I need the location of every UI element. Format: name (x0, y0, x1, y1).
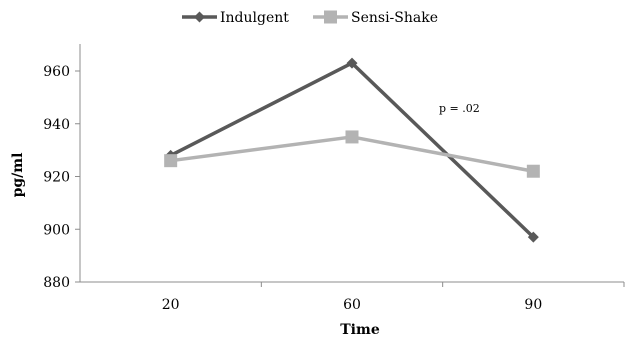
y-ticks: 880 900 920 940 960 (43, 64, 80, 291)
legend: Indulgent Sensi-Shake (182, 10, 438, 26)
x-tick-label: 60 (343, 297, 361, 313)
data-point-sensi-shake (526, 164, 540, 178)
y-tick-label: 940 (43, 117, 70, 133)
series (164, 57, 540, 243)
x-tick-label: 20 (162, 297, 180, 313)
legend-item-sensi-shake: Sensi-Shake (313, 10, 438, 26)
legend-marker (324, 10, 337, 24)
y-axis-title: pg/ml (10, 153, 26, 198)
legend-label: Sensi-Shake (351, 10, 438, 26)
x-tick-label: 90 (524, 297, 542, 313)
data-point-sensi-shake (164, 154, 178, 168)
y-tick-label: 960 (43, 64, 70, 80)
legend-label: Indulgent (220, 10, 289, 26)
x-ticks: 20 60 90 (162, 282, 625, 313)
x-axis-title: Time (340, 322, 380, 338)
series-indulgent (165, 57, 539, 243)
y-tick-label: 920 (43, 170, 70, 186)
data-point-sensi-shake (345, 130, 359, 144)
y-tick-label: 900 (43, 222, 70, 238)
series-line-indulgent (169, 61, 535, 239)
data-point-indulgent (346, 57, 358, 69)
y-tick-label: 880 (43, 275, 70, 291)
annotations: p = .02 (439, 102, 480, 115)
p-value-annotation: p = .02 (439, 102, 480, 115)
axes (79, 44, 624, 283)
legend-item-indulgent: Indulgent (182, 10, 289, 26)
data-point-indulgent (527, 231, 539, 243)
legend-marker (194, 11, 205, 23)
series-sensi-shake (164, 130, 540, 178)
